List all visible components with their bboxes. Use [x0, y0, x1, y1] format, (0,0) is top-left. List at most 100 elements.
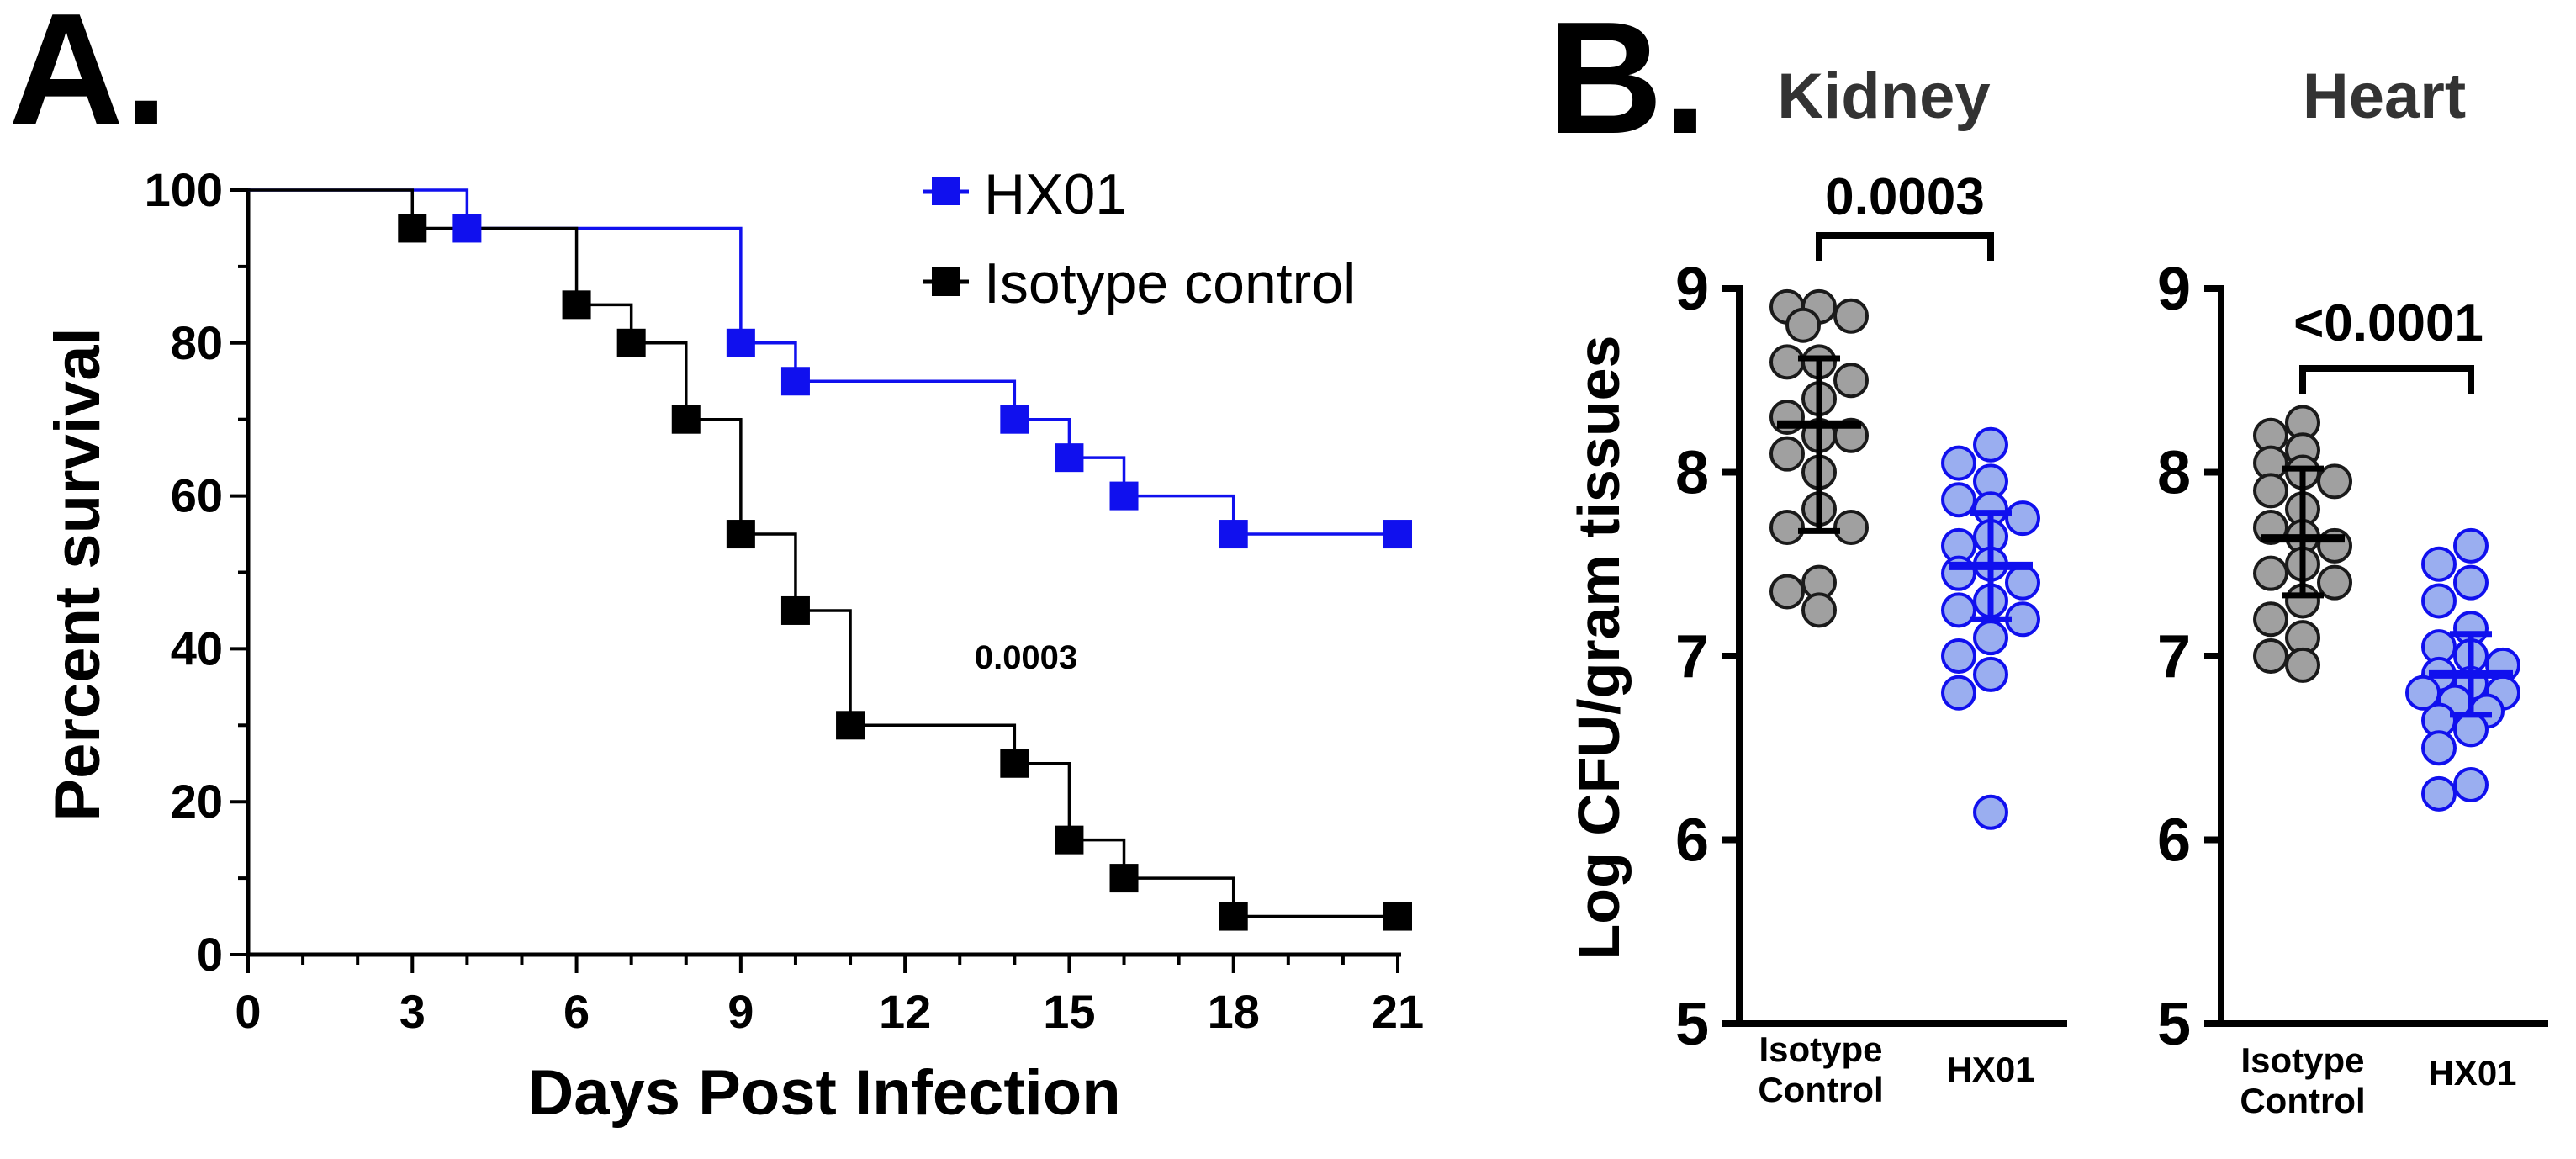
- survival-marker-hx01: [1219, 520, 1248, 549]
- kidney-point-control: [1833, 298, 1869, 334]
- survival-x-tick-label: 12: [879, 985, 931, 1038]
- survival-markers: [398, 214, 1412, 931]
- survival-marker-control: [780, 595, 810, 625]
- survival-y-tick-label: 100: [145, 163, 223, 216]
- heart-chart: Heart 5 6 7 8 9 <0.0001 Isotype Control HX01: [2157, 61, 2548, 1120]
- kidney-pvalue: 0.0003: [1825, 168, 1985, 226]
- heart-point-control: [2253, 638, 2288, 674]
- kidney-point-hx01: [1973, 426, 2008, 463]
- kidney-y-tick-label: 7: [1675, 623, 1709, 691]
- survival-marker-control: [1219, 902, 1248, 931]
- kidney-x-label-hx01: HX01: [1946, 1050, 2034, 1089]
- survival-x-tick-label: 18: [1208, 985, 1260, 1038]
- kidney-y-tick-label: 5: [1675, 991, 1709, 1058]
- survival-marker-control: [671, 405, 701, 434]
- survival-pvalue: 0.0003: [975, 639, 1077, 676]
- heart-x-label-control-line2: Control: [2240, 1081, 2365, 1120]
- heart-point-control: [2317, 564, 2352, 601]
- heart-point-hx01: [2421, 546, 2457, 582]
- heart-title: Heart: [2303, 61, 2466, 132]
- survival-marker-control: [1109, 864, 1139, 893]
- legend-hx01-marker: [932, 177, 960, 205]
- panel-a-label: A.: [8, 0, 168, 159]
- survival-marker-hx01: [780, 367, 810, 396]
- survival-marker-control: [726, 520, 755, 549]
- kidney-point-hx01: [2005, 564, 2040, 601]
- survival-marker-hx01: [726, 328, 755, 357]
- kidney-point-control: [1769, 344, 1805, 380]
- survival-marker-hx01: [1383, 520, 1412, 549]
- heart-significance-bracket: [2299, 365, 2474, 394]
- panel-b-label: B.: [1547, 0, 1707, 167]
- survival-marker-hx01: [1055, 443, 1084, 473]
- survival-x-axis-label: Days Post Infection: [527, 1057, 1120, 1129]
- survival-marker-control: [1383, 902, 1412, 931]
- survival-x-tick-label: 0: [235, 985, 261, 1038]
- heart-point-hx01: [2421, 583, 2457, 619]
- survival-marker-control: [562, 290, 591, 320]
- heart-error-bars: [2261, 465, 2513, 718]
- kidney-point-hx01: [1973, 794, 2008, 830]
- kidney-y-tick-label: 8: [1675, 440, 1709, 507]
- heart-point-hx01: [2453, 712, 2489, 748]
- kidney-point-control: [1769, 510, 1805, 546]
- survival-y-tick-label: 60: [171, 469, 223, 522]
- heart-point-control: [2253, 473, 2288, 509]
- survival-marker-hx01: [1109, 481, 1139, 511]
- heart-point-control: [2253, 555, 2288, 591]
- kidney-point-control: [1833, 510, 1869, 546]
- kidney-chart: Kidney Log CFU/gram tissues 5 6 7 8 9 0.0003…: [1566, 61, 2067, 1109]
- legend-control-marker: [932, 267, 960, 296]
- kidney-y-axis-label: Log CFU/gram tissues: [1566, 336, 1632, 961]
- kidney-point-hx01: [2005, 500, 2040, 537]
- kidney-point-control: [1769, 574, 1805, 610]
- kidney-y-tick-label: 6: [1675, 807, 1709, 875]
- heart-x-label-hx01: HX01: [2428, 1053, 2516, 1093]
- survival-y-tick-label: 0: [197, 928, 223, 981]
- survival-x-tick-label: 15: [1043, 985, 1095, 1038]
- survival-marker-hx01: [1000, 405, 1029, 434]
- kidney-point-control: [1801, 592, 1837, 628]
- kidney-axes: 5 6 7 8 9: [1675, 256, 2067, 1058]
- kidney-significance-bracket: [1816, 232, 1994, 261]
- survival-marker-control: [1055, 825, 1084, 855]
- kidney-y-tick-label: 9: [1675, 256, 1709, 323]
- heart-point-hx01: [2421, 775, 2457, 812]
- kidney-title: Kidney: [1777, 61, 1990, 132]
- kidney-points: [1769, 288, 2040, 830]
- heart-point-hx01: [2405, 675, 2441, 711]
- heart-point-hx01: [2453, 766, 2489, 802]
- survival-y-tick-label: 20: [171, 775, 223, 828]
- heart-x-label-control-line1: Isotype: [2240, 1040, 2364, 1080]
- kidney-point-control: [1785, 307, 1821, 343]
- heart-point-control: [2285, 647, 2320, 683]
- survival-marker-control: [836, 711, 865, 740]
- survival-marker-control: [398, 214, 427, 243]
- kidney-point-hx01: [1941, 592, 1976, 628]
- survival-marker-control: [1000, 749, 1029, 778]
- heart-point-hx01: [2421, 730, 2457, 766]
- kidney-point-hx01: [1941, 638, 1976, 674]
- heart-point-control: [2253, 601, 2288, 638]
- legend-control-label: Isotype control: [984, 251, 1356, 315]
- heart-y-tick-label: 5: [2157, 991, 2191, 1058]
- kidney-point-control: [1833, 363, 1869, 399]
- kidney-error-bars: [1777, 355, 2033, 622]
- heart-pvalue: <0.0001: [2293, 294, 2483, 352]
- kidney-x-label-control-line1: Isotype: [1759, 1029, 1882, 1069]
- survival-x-tick-label: 9: [727, 985, 754, 1038]
- survival-x-tick-label: 3: [399, 985, 426, 1038]
- survival-marker-hx01: [452, 214, 482, 243]
- heart-y-tick-label: 6: [2157, 807, 2191, 875]
- heart-point-control: [2317, 463, 2352, 500]
- survival-y-tick-label: 80: [171, 316, 223, 369]
- heart-y-tick-label: 9: [2157, 256, 2191, 323]
- survival-y-axis-label: Percent survival: [42, 327, 114, 821]
- kidney-point-hx01: [1941, 675, 1976, 711]
- kidney-point-hx01: [1973, 656, 2008, 692]
- kidney-point-hx01: [1973, 620, 2008, 656]
- kidney-x-label-control-line2: Control: [1758, 1070, 1883, 1109]
- heart-y-tick-label: 7: [2157, 623, 2191, 691]
- survival-x-tick-label: 6: [563, 985, 590, 1038]
